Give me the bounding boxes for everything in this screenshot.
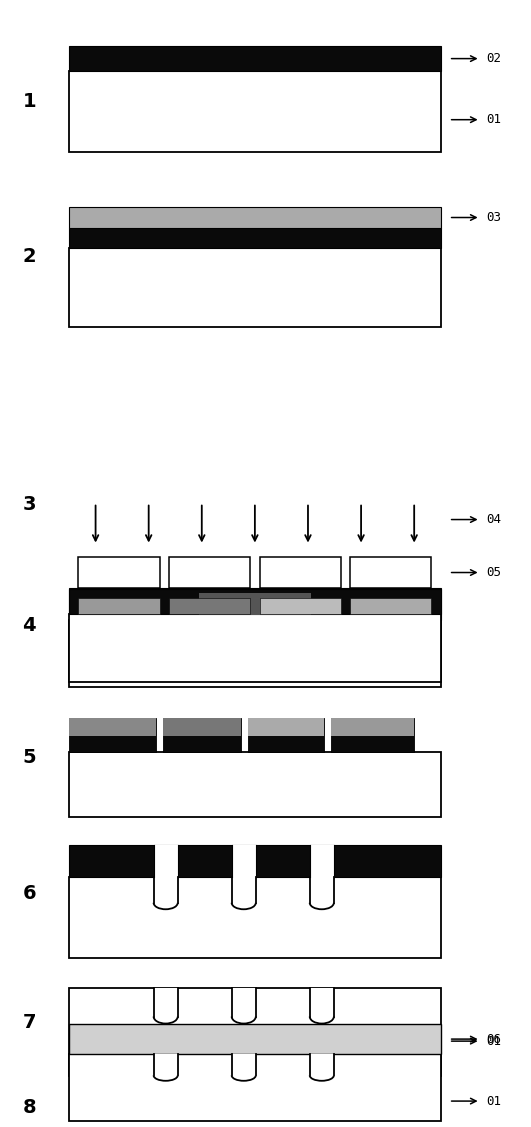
Text: 8: 8 xyxy=(22,1098,36,1117)
Bar xyxy=(153,988,178,1017)
Bar xyxy=(69,589,441,614)
Bar xyxy=(69,752,441,817)
Bar xyxy=(169,598,250,614)
Bar xyxy=(232,877,256,903)
Bar xyxy=(69,71,441,152)
Bar xyxy=(350,598,431,614)
Text: 01: 01 xyxy=(486,113,501,126)
Text: 7: 7 xyxy=(22,1013,36,1032)
Bar xyxy=(153,845,178,877)
Bar xyxy=(350,557,431,588)
Bar xyxy=(310,1054,334,1075)
Bar xyxy=(310,877,334,903)
Bar xyxy=(331,718,414,737)
Bar xyxy=(310,988,334,1017)
Bar xyxy=(69,588,441,620)
Text: 2: 2 xyxy=(22,247,36,266)
Bar xyxy=(69,207,441,228)
Bar xyxy=(69,718,156,752)
Bar xyxy=(163,718,241,752)
Bar xyxy=(69,718,156,737)
Text: 02: 02 xyxy=(486,52,501,65)
Bar xyxy=(310,845,334,877)
Text: 4: 4 xyxy=(22,616,36,635)
Bar xyxy=(69,877,441,958)
Bar xyxy=(260,557,341,588)
Bar xyxy=(78,598,160,614)
Text: 01: 01 xyxy=(486,1035,501,1048)
Bar xyxy=(260,598,341,614)
Bar xyxy=(69,620,441,687)
Text: 06: 06 xyxy=(486,1032,501,1046)
Text: 3: 3 xyxy=(22,495,36,514)
Text: 5: 5 xyxy=(22,748,36,767)
Bar xyxy=(163,718,241,737)
Text: 05: 05 xyxy=(486,566,501,579)
Bar xyxy=(69,614,441,682)
Bar xyxy=(248,718,324,752)
Bar xyxy=(69,248,441,327)
Bar xyxy=(153,877,178,903)
Bar xyxy=(69,988,441,1076)
Bar xyxy=(331,718,414,752)
Bar xyxy=(232,988,256,1017)
Text: 01: 01 xyxy=(486,1094,501,1108)
Bar xyxy=(153,1054,178,1075)
Bar xyxy=(69,845,441,877)
Text: 03: 03 xyxy=(486,211,501,224)
Bar xyxy=(78,557,160,588)
Bar xyxy=(69,1054,441,1121)
Bar xyxy=(232,845,256,877)
Text: 6: 6 xyxy=(22,884,36,903)
Bar xyxy=(232,1054,256,1075)
Bar xyxy=(248,718,324,737)
Text: 1: 1 xyxy=(22,92,36,110)
Bar xyxy=(69,228,441,248)
Bar xyxy=(199,593,311,615)
Bar xyxy=(69,46,441,71)
Bar xyxy=(169,557,250,588)
Bar xyxy=(69,1024,441,1054)
Text: 04: 04 xyxy=(486,513,501,526)
